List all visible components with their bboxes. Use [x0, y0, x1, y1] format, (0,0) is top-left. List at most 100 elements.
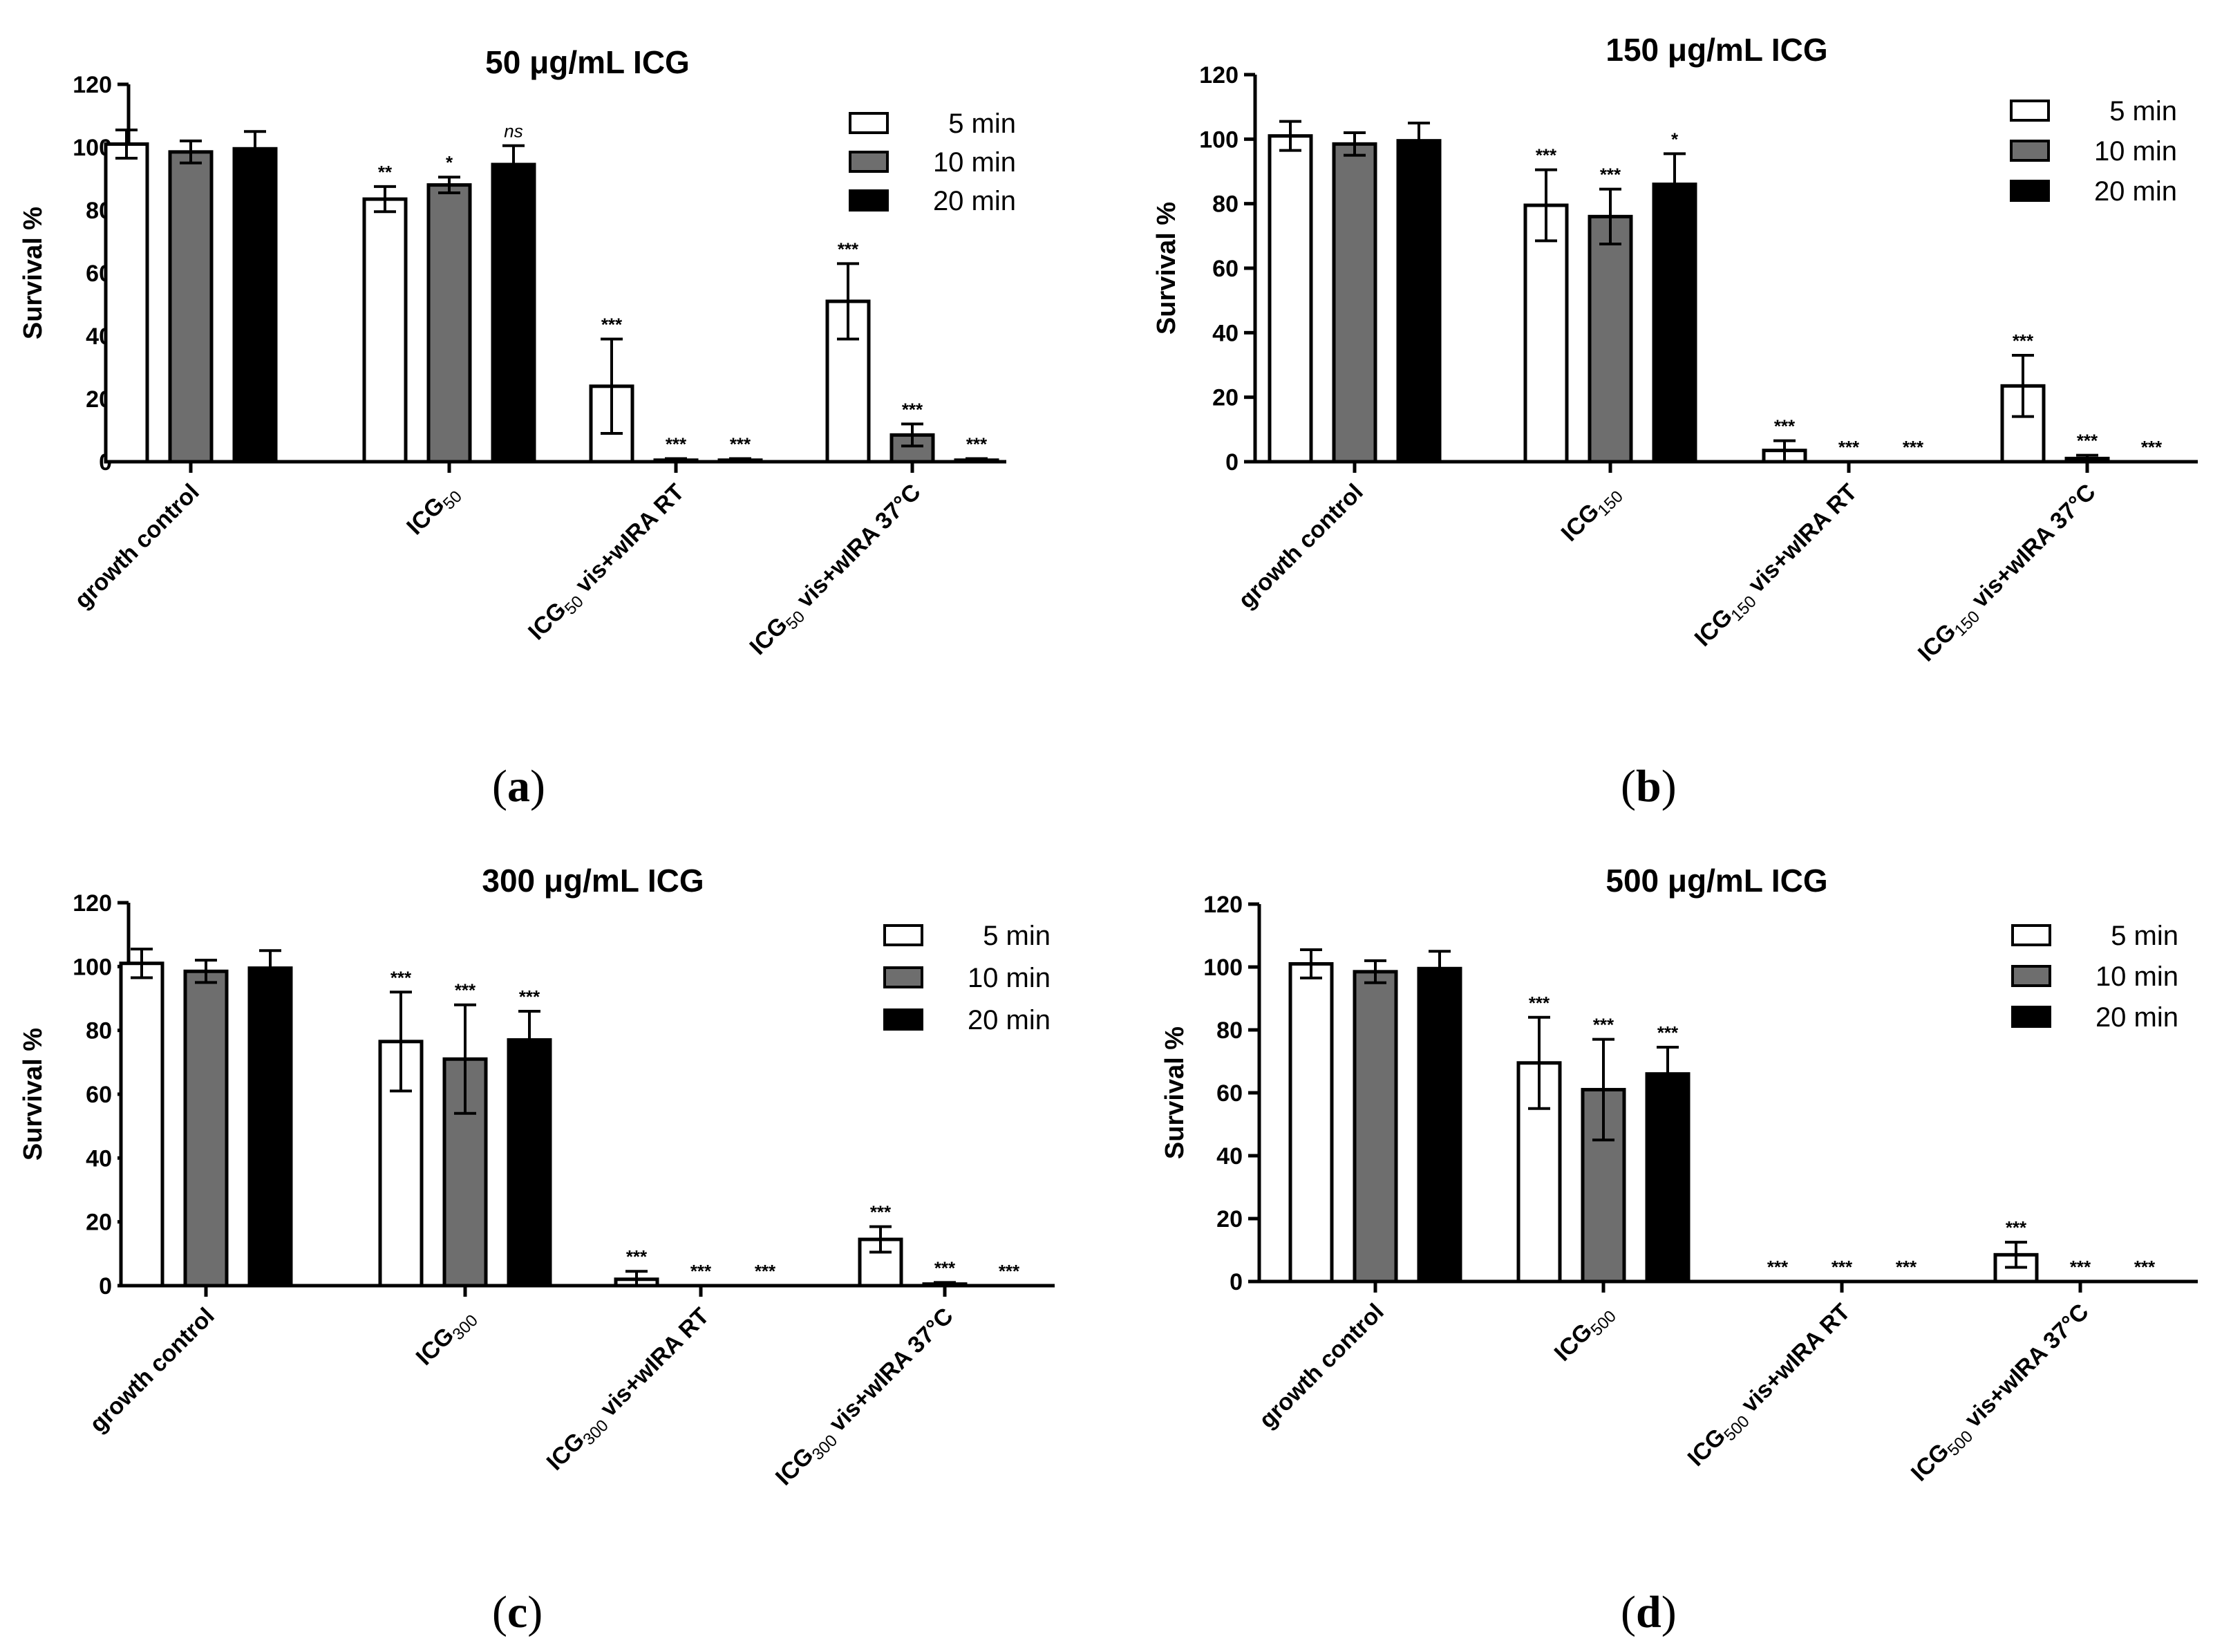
legend-label: 10 min	[968, 963, 1051, 993]
x-tick-label-rest: vis+wIRA RT	[566, 479, 690, 603]
x-tick-label-rest: vis+wIRA 37°C	[787, 479, 926, 618]
legend-swatch	[2010, 180, 2050, 202]
significance-label: ***	[934, 1257, 956, 1278]
y-tick-label: 40	[1212, 320, 1239, 346]
chart-panel-b: 150 μg/mL ICG Survival % 0 20 40 60 80 100 120 gr…	[1152, 32, 2198, 670]
y-tick-label: 40	[86, 1145, 112, 1172]
significance-label: ***	[870, 1202, 892, 1223]
significance-label: ***	[1896, 1257, 1917, 1277]
x-tick-label: ICG50	[402, 479, 466, 543]
bar-a-0-0	[104, 142, 149, 464]
y-tick-label: 0	[99, 1273, 112, 1299]
y-tick-label: 80	[1216, 1017, 1243, 1044]
significance-label: ***	[1657, 1022, 1679, 1043]
x-tick-label-main: growth control	[85, 1303, 220, 1438]
x-tick-label: growth control	[1254, 1299, 1389, 1434]
bar-b-0-1	[1332, 142, 1377, 464]
bar-d-0-1	[1353, 970, 1398, 1284]
significance-label: ***	[2006, 1217, 2027, 1238]
significance-label: **	[378, 162, 393, 182]
significance-label: ***	[455, 980, 476, 1001]
legend-swatch	[2011, 924, 2051, 946]
bar-c-0-1	[183, 969, 229, 1288]
legend-swatch	[849, 189, 889, 212]
x-tick-label-rest: vis+wIRA RT	[1732, 1299, 1856, 1423]
legend-label: 10 min	[2096, 961, 2178, 992]
significance-label: ***	[1593, 1015, 1614, 1035]
legend-swatch	[2010, 100, 2050, 122]
legend-label: 20 min	[968, 1005, 1051, 1035]
x-tick-label-main: growth control	[1234, 479, 1368, 614]
bar-c-1-2	[507, 1038, 552, 1288]
significance-label: ***	[1536, 145, 1557, 166]
x-tick-label-main: growth control	[70, 479, 205, 614]
bar-a-0-2	[232, 147, 278, 464]
x-tick-label: ICG300 vis+wIRA 37°C	[771, 1303, 961, 1494]
significance-label: ***	[1600, 165, 1621, 185]
significance-label: ***	[666, 433, 687, 454]
significance-label: ***	[1529, 993, 1550, 1013]
legend-swatch	[849, 151, 889, 173]
y-tick-label: 120	[1203, 892, 1243, 918]
legend-swatch	[883, 924, 923, 946]
bar-c-0-2	[247, 966, 293, 1288]
legend-swatch	[2011, 965, 2051, 987]
bar-b-1-2	[1652, 182, 1697, 464]
y-axis-label: Survival %	[19, 207, 48, 339]
x-tick-label-rest: vis+wIRA 37°C	[1962, 479, 2101, 618]
significance-label: ***	[390, 967, 412, 988]
legend-swatch	[2010, 140, 2050, 162]
x-tick-label: ICG150	[1556, 479, 1627, 550]
significance-label: ***	[601, 315, 623, 335]
significance-label: ***	[1903, 437, 1924, 458]
x-tick-label: ICG300	[411, 1303, 482, 1373]
significance-label: ***	[966, 433, 988, 454]
legend-label: 5 min	[948, 109, 1016, 139]
y-tick-label: 120	[73, 72, 112, 98]
bar-d-1-2	[1645, 1072, 1691, 1284]
y-tick-label: 120	[1199, 62, 1239, 88]
significance-label: ***	[1838, 437, 1860, 458]
x-tick-label: ICG500 vis+wIRA RT	[1683, 1299, 1858, 1474]
bar-a-1-2	[491, 162, 536, 464]
significance-label: ***	[755, 1261, 776, 1282]
panel-label-d: (d)	[1621, 1587, 1677, 1637]
bar-c-0-0	[119, 961, 164, 1288]
y-tick-label: 100	[1199, 126, 1239, 153]
significance-label: *	[1671, 129, 1679, 149]
x-tick-label: ICG50 vis+wIRA RT	[523, 479, 693, 648]
chart-panel-c: 300 μg/mL ICG Survival % 0 20 40 60 80 100 120 gr…	[19, 863, 1055, 1494]
y-tick-label: 60	[86, 1082, 112, 1108]
y-tick-label: 0	[1225, 449, 1239, 476]
x-tick-label: growth control	[70, 479, 205, 614]
bar-b-1-0	[1523, 203, 1569, 464]
x-tick-label: ICG50 vis+wIRA 37°C	[744, 479, 929, 664]
y-tick-label: 60	[1216, 1080, 1243, 1107]
significance-label: ***	[999, 1261, 1020, 1282]
x-tick-label: ICG150 vis+wIRA 37°C	[1913, 479, 2104, 670]
chart-title: 500 μg/mL ICG	[1605, 863, 1827, 899]
significance-label: ***	[519, 986, 540, 1007]
y-tick-label: 120	[73, 890, 112, 917]
y-tick-label: 40	[1216, 1143, 1243, 1170]
bar-b-0-0	[1268, 134, 1313, 464]
significance-label: ns	[504, 121, 522, 142]
legend-label: 20 min	[2094, 176, 2177, 207]
significance-label: ***	[1767, 1257, 1789, 1277]
y-tick-label: 0	[1230, 1269, 1243, 1295]
bar-b-0-2	[1396, 139, 1442, 464]
legend-label: 10 min	[933, 147, 1016, 178]
y-tick-label: 60	[1212, 256, 1239, 282]
x-tick-label-rest: vis+wIRA RT	[591, 1303, 715, 1427]
x-tick-label-main: growth control	[1254, 1299, 1389, 1434]
x-tick-label-rest: vis+wIRA RT	[1739, 479, 1863, 603]
legend-label: 5 min	[983, 921, 1051, 951]
significance-label: ***	[902, 399, 923, 420]
significance-label: *	[446, 152, 453, 173]
y-tick-label: 100	[73, 954, 112, 980]
legend-label: 5 min	[2109, 96, 2177, 126]
x-tick-label: growth control	[85, 1303, 220, 1438]
legend-label: 10 min	[2094, 136, 2177, 167]
chart-title: 300 μg/mL ICG	[482, 863, 704, 899]
x-tick-label: ICG500 vis+wIRA 37°C	[1906, 1299, 2097, 1490]
